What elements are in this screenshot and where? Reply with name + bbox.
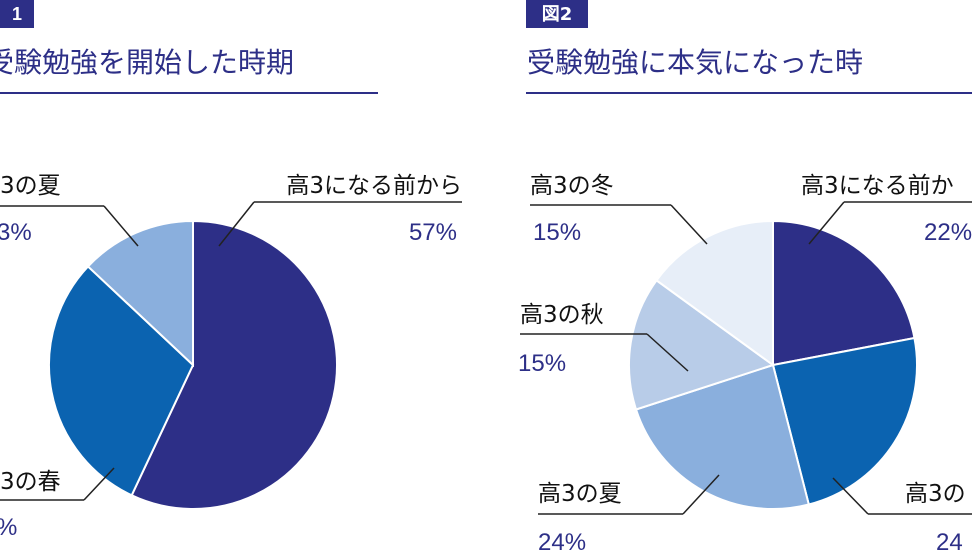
figure-2-label-autumn: 高3の秋	[520, 302, 604, 328]
figure-1-pie-slice-1	[130, 219, 338, 510]
figure-1-title: 受験勉強を開始した時期	[0, 46, 294, 79]
figure-2-pie	[628, 219, 918, 510]
figure-2-label-summer: 高3の夏	[538, 481, 622, 507]
figure-2-leader-24-summer-diagonal	[682, 474, 720, 515]
figure-2-value-summer: 24%	[538, 529, 586, 556]
figure-2-value-spring: 24	[936, 529, 963, 556]
figure-2-label-before-high3: 高3になる前か	[801, 173, 954, 199]
figure-1-badge: 1	[12, 4, 22, 24]
figure-1-leader-13-diagonal	[103, 205, 139, 247]
figure-1-badge-bg	[0, 0, 34, 28]
figure-2-leader-22-diagonal	[808, 201, 845, 245]
figure-1-label-spring: 3の春	[0, 469, 61, 495]
figure-1-value-before-high3: 57%	[409, 219, 457, 246]
figure-2-badge: 図2	[542, 4, 573, 25]
figure-1-value-spring: %	[0, 514, 17, 541]
figure-2-leader-15-autumn-diagonal	[646, 333, 689, 372]
figure-2-pie-slice-2	[771, 336, 918, 506]
figure-2-title: 受験勉強に本気になった時	[527, 46, 863, 79]
figure-2-annotations: 高3になる前か 22% 高3の冬 15% 高3の秋 15% 高3の夏 24% 高…	[518, 173, 972, 556]
figure-2-label-winter: 高3の冬	[530, 173, 614, 199]
figure-1-pie	[48, 219, 338, 510]
figure-1-pie-slice-3	[86, 219, 194, 368]
figure-2-pie-slice-4	[628, 278, 776, 411]
figure-1-label-summer: 3の夏	[0, 173, 61, 199]
figure-1-leader-30-diagonal	[83, 467, 115, 501]
figure-1-value-summer: 3%	[0, 219, 32, 246]
figure-2-value-autumn: 15%	[518, 350, 566, 377]
figure-2-pie-slice-1	[772, 219, 916, 367]
figure-2-value-before-high3: 22%	[924, 219, 972, 246]
figure-1-annotations: 高3になる前から 57% 3の夏 3% 3の春 %	[0, 173, 462, 541]
figure-2-leader-24-spring-diagonal	[832, 477, 869, 515]
figure-1-leader-57-diagonal	[218, 201, 255, 247]
figure-2-value-winter: 15%	[533, 219, 581, 246]
figure-2-label-spring: 高3の	[905, 481, 966, 507]
figure-1-label-before-high3: 高3になる前から	[286, 173, 462, 199]
figure-2-leader-15-winter-diagonal	[670, 204, 708, 245]
figure-2-badge-bg	[526, 0, 588, 28]
figure-2-pie-slice-5	[655, 219, 774, 367]
